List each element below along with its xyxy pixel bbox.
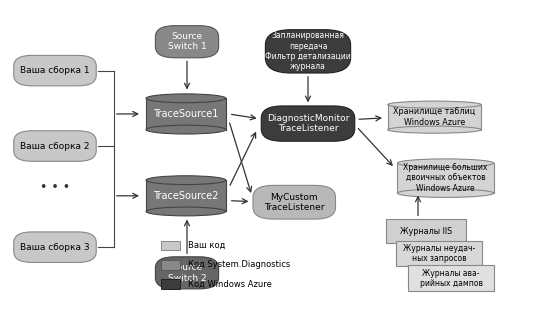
Ellipse shape <box>388 126 481 133</box>
Bar <box>396 241 482 266</box>
FancyBboxPatch shape <box>156 26 219 58</box>
Text: TraceSource2: TraceSource2 <box>153 191 219 201</box>
Bar <box>397 163 493 193</box>
Ellipse shape <box>146 94 226 103</box>
Bar <box>408 265 493 291</box>
Text: Ваша сборка 2: Ваша сборка 2 <box>20 142 90 151</box>
Text: Source
Switch 1: Source Switch 1 <box>168 32 206 51</box>
Text: Ваша сборка 3: Ваша сборка 3 <box>20 243 90 252</box>
Text: Ваш код: Ваш код <box>188 241 225 250</box>
Text: Журналы ава-
рийных дампов: Журналы ава- рийных дампов <box>420 269 482 288</box>
Text: DiagnosticMonitor
TraceListener: DiagnosticMonitor TraceListener <box>267 114 349 133</box>
Bar <box>162 241 179 250</box>
FancyBboxPatch shape <box>253 186 336 219</box>
Text: Код Windows Azure: Код Windows Azure <box>188 280 272 289</box>
Text: Source
Switch 2: Source Switch 2 <box>168 263 206 282</box>
Text: Ваша сборка 1: Ваша сборка 1 <box>20 66 90 75</box>
Text: Запланированная
передача
Фильтр детализации
журнала: Запланированная передача Фильтр детализа… <box>265 31 351 72</box>
Ellipse shape <box>146 176 226 185</box>
FancyBboxPatch shape <box>156 257 219 289</box>
Text: Код System.Diagnostics: Код System.Diagnostics <box>188 260 290 269</box>
Text: • • •: • • • <box>40 181 70 194</box>
Bar <box>162 279 179 289</box>
Bar <box>388 105 481 130</box>
Ellipse shape <box>146 207 226 216</box>
Ellipse shape <box>397 159 494 167</box>
Ellipse shape <box>146 125 226 134</box>
Bar <box>386 219 466 243</box>
Text: Хранилище таблиц
Windows Azure: Хранилище таблиц Windows Azure <box>393 108 476 127</box>
Text: MyCustom
TraceListener: MyCustom TraceListener <box>264 193 324 212</box>
Ellipse shape <box>397 189 494 197</box>
Text: TraceSource1: TraceSource1 <box>153 109 218 119</box>
Bar <box>162 260 179 270</box>
FancyBboxPatch shape <box>261 106 355 141</box>
FancyBboxPatch shape <box>14 55 96 86</box>
Text: Журналы IIS: Журналы IIS <box>400 227 452 236</box>
FancyBboxPatch shape <box>265 30 351 73</box>
Bar <box>146 180 226 212</box>
FancyBboxPatch shape <box>14 232 96 263</box>
Text: Журналы неудач-
ных запросов: Журналы неудач- ных запросов <box>403 244 475 263</box>
Bar <box>146 98 226 130</box>
FancyBboxPatch shape <box>14 131 96 161</box>
Text: Хранилище больших
двоичных объектов
Windows Azure: Хранилище больших двоичных объектов Wind… <box>403 163 488 193</box>
Ellipse shape <box>388 101 481 108</box>
